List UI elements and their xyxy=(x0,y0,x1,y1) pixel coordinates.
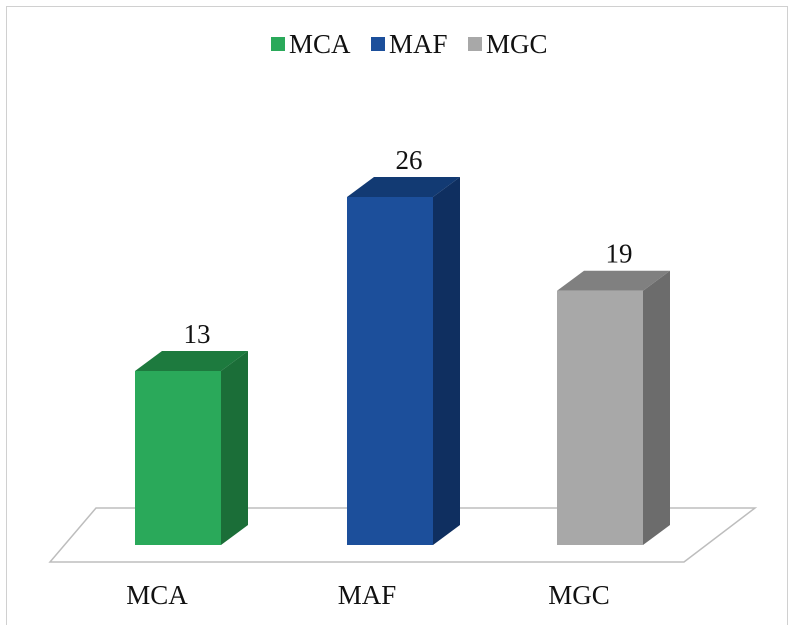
legend-swatch-mgc xyxy=(468,37,482,51)
legend-item-mca: MCA xyxy=(271,29,351,59)
data-label-maf: 26 xyxy=(396,145,423,175)
x-axis-tick-labels: MCA MAF MGC xyxy=(126,580,610,610)
data-label-mca: 13 xyxy=(184,319,211,349)
legend-item-maf: MAF xyxy=(371,29,448,59)
legend-label-mgc: MGC xyxy=(486,29,548,59)
x-tick-label-mca: MCA xyxy=(126,580,188,610)
bar-side-mca xyxy=(221,351,248,545)
bar-maf xyxy=(347,177,460,545)
bar-top-maf xyxy=(347,177,460,197)
bar-top-mgc xyxy=(557,270,670,291)
bar-front-mca xyxy=(135,371,221,545)
legend: MCA MAF MGC xyxy=(271,29,548,59)
legend-label-maf: MAF xyxy=(389,29,448,59)
bar-side-maf xyxy=(433,177,460,545)
bars xyxy=(135,177,670,545)
bar-top-mca xyxy=(135,351,248,371)
bar-front-mgc xyxy=(557,290,643,545)
legend-item-mgc: MGC xyxy=(468,29,548,59)
legend-swatch-mca xyxy=(271,37,285,51)
bar-side-mgc xyxy=(643,270,670,545)
data-label-mgc: 19 xyxy=(606,239,633,269)
x-tick-label-mgc: MGC xyxy=(548,580,610,610)
chart-frame xyxy=(6,6,788,625)
legend-label-mca: MCA xyxy=(289,29,351,59)
bar-mgc xyxy=(557,270,670,545)
x-tick-label-maf: MAF xyxy=(338,580,397,610)
bar-mca xyxy=(135,351,248,545)
legend-swatch-maf xyxy=(371,37,385,51)
value-labels: 13 26 19 xyxy=(184,145,633,349)
bar-front-maf xyxy=(347,197,433,545)
